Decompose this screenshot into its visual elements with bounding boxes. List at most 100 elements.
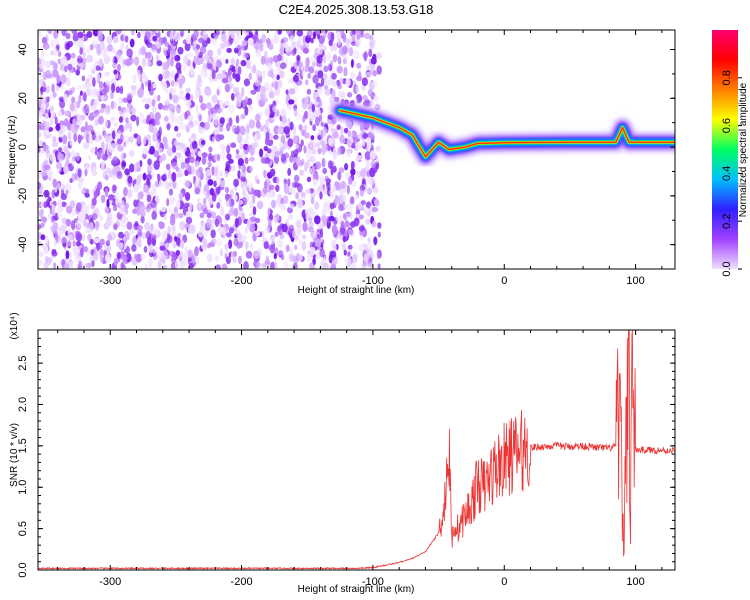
noise-speck [45, 44, 50, 50]
spectrogram-x-axis: -300 -200 -100 0 100 [57, 30, 663, 287]
noise-speck [235, 58, 240, 67]
noise-speck [246, 124, 250, 134]
noise-speck [219, 117, 225, 124]
noise-speck [170, 80, 175, 87]
noise-speck [180, 161, 186, 169]
noise-speck [106, 35, 113, 45]
noise-speck [38, 131, 42, 138]
noise-speck [250, 89, 257, 95]
noise-speck [130, 85, 137, 91]
noise-speck [155, 141, 161, 150]
noise-speck [86, 31, 93, 38]
noise-speck [348, 210, 353, 220]
noise-speck [93, 237, 101, 243]
noise-speck [225, 163, 232, 173]
noise-speck [163, 142, 168, 150]
noise-speck [241, 44, 248, 51]
noise-speck [294, 144, 299, 149]
noise-speck [236, 44, 242, 51]
y-tick-label: -40 [17, 237, 29, 253]
noise-speck [143, 184, 150, 193]
noise-speck [269, 168, 276, 177]
noise-speck [328, 254, 333, 264]
noise-speck [178, 94, 184, 100]
spectrogram-frame [37, 29, 676, 270]
noise-speck [55, 124, 61, 131]
noise-speck [346, 184, 350, 195]
noise-speck [247, 37, 254, 46]
noise-speck [151, 106, 157, 113]
noise-speck [292, 135, 299, 145]
noise-speck [38, 240, 42, 247]
noise-speck [312, 61, 316, 67]
noise-speck [154, 112, 161, 121]
noise-speck [337, 215, 344, 223]
noise-speck [301, 69, 305, 77]
noise-speck [330, 32, 335, 43]
noise-speck [368, 48, 373, 58]
noise-speck [312, 231, 318, 239]
noise-speck [254, 113, 261, 122]
noise-speck [86, 87, 92, 97]
noise-speck [290, 187, 296, 195]
noise-speck [318, 184, 323, 193]
noise-speck [323, 187, 327, 195]
noise-speck [274, 150, 279, 158]
noise-speck [141, 97, 148, 104]
noise-speck [124, 168, 130, 176]
noise-speck [175, 249, 181, 256]
noise-speck [91, 131, 96, 141]
noise-speck [275, 34, 280, 43]
noise-speck [56, 152, 63, 162]
noise-speck [307, 72, 311, 79]
noise-speck [91, 260, 95, 268]
noise-speck [306, 176, 312, 183]
noise-speck [64, 110, 71, 117]
noise-speck [366, 65, 373, 72]
noise-speck [99, 215, 104, 222]
noise-speck [341, 46, 348, 55]
noise-speck [156, 60, 163, 67]
noise-speck [304, 208, 311, 215]
noise-speck [67, 63, 73, 71]
colorbar-scale [712, 30, 738, 269]
noise-speck [218, 216, 223, 225]
noise-speck [166, 123, 171, 131]
noise-speck [252, 64, 257, 74]
noise-speck [255, 120, 261, 129]
noise-speck [199, 95, 204, 104]
noise-speck [137, 191, 144, 200]
noise-speck [366, 140, 372, 150]
noise-speck [331, 72, 337, 80]
noise-speck [292, 125, 296, 135]
snr-x-axis-label: Height of straight line (km) [298, 584, 415, 595]
noise-speck [187, 52, 194, 58]
noise-speck [38, 57, 42, 66]
noise-speck [207, 161, 212, 168]
noise-speck [249, 243, 254, 250]
noise-speck [268, 184, 275, 191]
noise-speck [146, 97, 152, 105]
noise-speck [197, 37, 205, 44]
noise-speck [215, 134, 222, 142]
noise-speck [86, 47, 91, 55]
noise-speck [84, 204, 90, 215]
noise-speck [105, 142, 109, 150]
noise-speck [104, 206, 110, 214]
noise-speck [78, 180, 82, 189]
noise-speck [117, 145, 124, 152]
noise-speck [91, 68, 96, 75]
noise-speck [232, 86, 240, 94]
noise-speck [302, 47, 310, 54]
noise-speck [77, 134, 82, 144]
noise-speck [171, 172, 177, 182]
noise-speck [168, 169, 172, 180]
snr-plot-area [38, 330, 675, 570]
noise-speck [210, 229, 216, 239]
noise-speck [255, 30, 259, 35]
noise-speck [207, 49, 214, 57]
noise-speck [214, 264, 222, 269]
noise-speck [266, 148, 272, 154]
noise-speck [180, 31, 184, 38]
noise-speck [262, 186, 268, 194]
